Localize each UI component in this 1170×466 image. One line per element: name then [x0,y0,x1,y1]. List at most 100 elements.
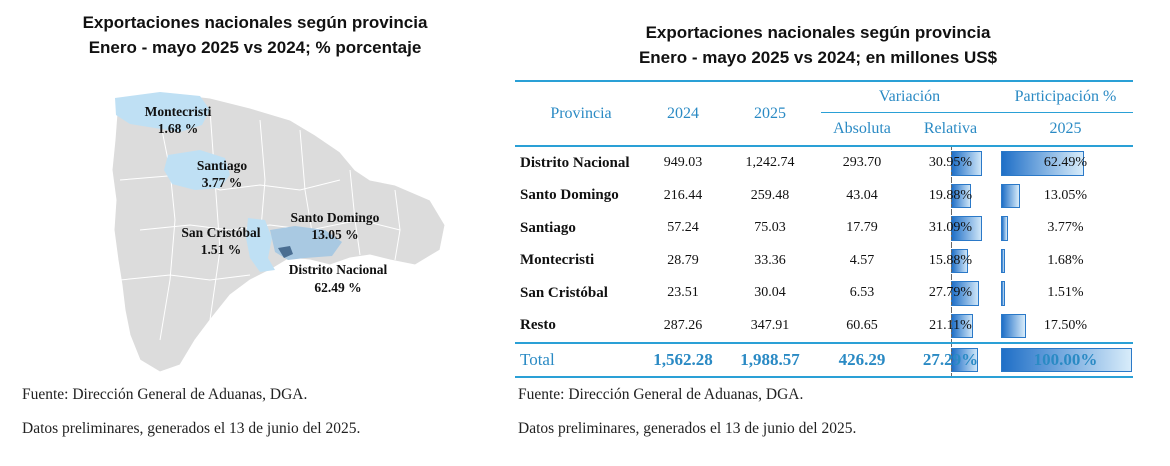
cell-absoluta: 6.53 [849,285,875,301]
cell-2025: 75.03 [754,220,786,236]
map-label-santiago-name: Santiago [197,158,248,173]
table-row: Distrito Nacional 949.03 1,242.74 293.70… [515,146,1133,180]
total-label: Total [515,342,647,378]
map-label-san-cristobal-name: San Cristóbal [181,225,260,240]
relativa-value: 21.11% [929,317,972,333]
map-title: Exportaciones nacionales según provincia… [30,10,480,60]
cell-2024: 23.51 [667,285,699,301]
header-2024: 2024 [647,81,719,147]
header-absoluta: Absoluta [821,112,903,147]
table-source: Fuente: Dirección General de Aduanas, DG… [518,386,804,403]
relativa-value: 30.95% [928,155,973,170]
map-label-santiago-value: 3.77 % [202,175,243,190]
cell-absoluta: 293.70 [842,155,882,171]
table-row: Resto 287.26 347.91 60.65 21.11% 17.50% [515,309,1133,344]
header-participacion: Participación % [1014,88,1117,105]
map-label-montecristi-value: 1.68 % [158,121,199,136]
relativa-value: 27.79% [928,285,973,300]
table-title-line2: Enero - mayo 2025 vs 2024; en millones U… [638,48,998,67]
cell-participacion: 3.77% [998,212,1133,245]
relativa-value: 15.88% [928,252,973,268]
participacion-value: 3.77% [1047,220,1084,235]
exports-table: Provincia 2024 2025 Variación Participac… [515,80,1133,378]
header-2025: 2025 [719,81,821,147]
cell-2025: 33.36 [754,252,786,268]
cell-provincia: San Cristóbal [520,284,608,301]
cell-absoluta: 17.79 [846,220,878,236]
map-svg: Montecristi 1.68 % Santiago 3.77 % San C… [111,91,446,373]
participacion-bar [1001,248,1006,273]
relativa-axis [950,309,952,342]
cell-provincia: Santo Domingo [520,187,619,204]
relativa-bar [950,281,979,306]
participacion-value: 1.51% [1047,285,1084,300]
participacion-value: 100.00% [1033,350,1098,369]
total-relativa: 27.29% [903,342,998,378]
table-row: Montecristi 28.79 33.36 4.57 15.88% 1.68… [515,244,1133,278]
relativa-axis [950,277,952,310]
cell-relativa: 31.09% [903,212,998,245]
map-label-santo-domingo-name: Santo Domingo [291,210,380,225]
map-title-line1: Exportaciones nacionales según provincia [82,13,428,32]
cell-provincia: Distrito Nacional [520,154,630,171]
participacion-bar [1001,216,1008,241]
map-label-montecristi-name: Montecristi [145,104,212,119]
map-note: Datos preliminares, generados el 13 de j… [22,420,361,437]
table-body: Distrito Nacional 949.03 1,242.74 293.70… [515,146,1133,343]
participacion-bar [1001,151,1084,176]
table-row: San Cristóbal 23.51 30.04 6.53 27.79% 1.… [515,277,1133,310]
cell-participacion: 1.68% [998,245,1133,278]
relativa-axis [950,147,952,180]
relativa-axis [950,244,952,277]
total-participacion: 100.00% [998,342,1133,378]
relativa-bar [950,216,983,241]
map-label-distrito-nacional-name: Distrito Nacional [289,262,388,277]
map-title-line2: Enero - mayo 2025 vs 2024; % porcentaje [88,38,422,57]
participacion-value: 62.49% [1043,155,1088,170]
cell-participacion: 1.51% [998,277,1133,310]
participacion-bar [1001,281,1005,306]
header-participacion-year: 2025 [998,112,1133,147]
participacion-value: 17.50% [1043,317,1088,333]
cell-participacion: 13.05% [998,180,1133,213]
participacion-bar [1001,183,1020,208]
cell-relativa: 19.88% [903,179,998,212]
dominican-republic-map: Montecristi 1.68 % Santiago 3.77 % San C… [100,80,460,380]
relativa-value: 31.09% [928,220,973,235]
relativa-value: 19.88% [928,187,973,203]
cell-provincia: Santiago [520,219,576,236]
cell-relativa: 15.88% [903,244,998,277]
header-provincia: Provincia [515,81,647,147]
table-total-row: Total 1,562.28 1,988.57 426.29 27.29% 10… [515,342,1133,378]
map-region-montecristi [115,92,210,132]
map-region-santiago [164,150,230,190]
cell-2025: 30.04 [754,285,786,301]
participacion-value: 1.68% [1047,252,1084,268]
cell-provincia: Montecristi [520,252,595,269]
cell-provincia: Resto [520,317,556,334]
table-row: Santiago 57.24 75.03 17.79 31.09% 3.77% [515,212,1133,245]
cell-relativa: 21.11% [903,309,998,344]
cell-absoluta: 43.04 [846,187,878,203]
relativa-axis [950,344,952,376]
cell-relativa: 30.95% [903,146,998,180]
participacion-bar [1001,313,1026,338]
total-2025: 1,988.57 [719,342,821,378]
cell-relativa: 27.79% [903,277,998,310]
map-label-san-cristobal-value: 1.51 % [201,242,242,257]
map-source: Fuente: Dirección General de Aduanas, DG… [22,386,308,403]
cell-participacion: 17.50% [998,310,1133,344]
header-variacion: Variación [878,88,941,105]
cell-2024: 216.44 [663,187,703,203]
relativa-value: 27.29% [922,350,979,369]
table-title: Exportaciones nacionales según provincia… [518,20,1118,70]
map-label-santo-domingo-value: 13.05 % [311,227,358,242]
cell-2024: 949.03 [663,155,703,171]
table-note: Datos preliminares, generados el 13 de j… [518,420,857,437]
total-absoluta: 426.29 [821,342,903,378]
participacion-value: 13.05% [1043,187,1088,203]
cell-absoluta: 4.57 [849,252,875,268]
cell-2024: 28.79 [667,252,699,268]
cell-2024: 57.24 [667,220,699,236]
header-relativa: Relativa [903,112,998,147]
